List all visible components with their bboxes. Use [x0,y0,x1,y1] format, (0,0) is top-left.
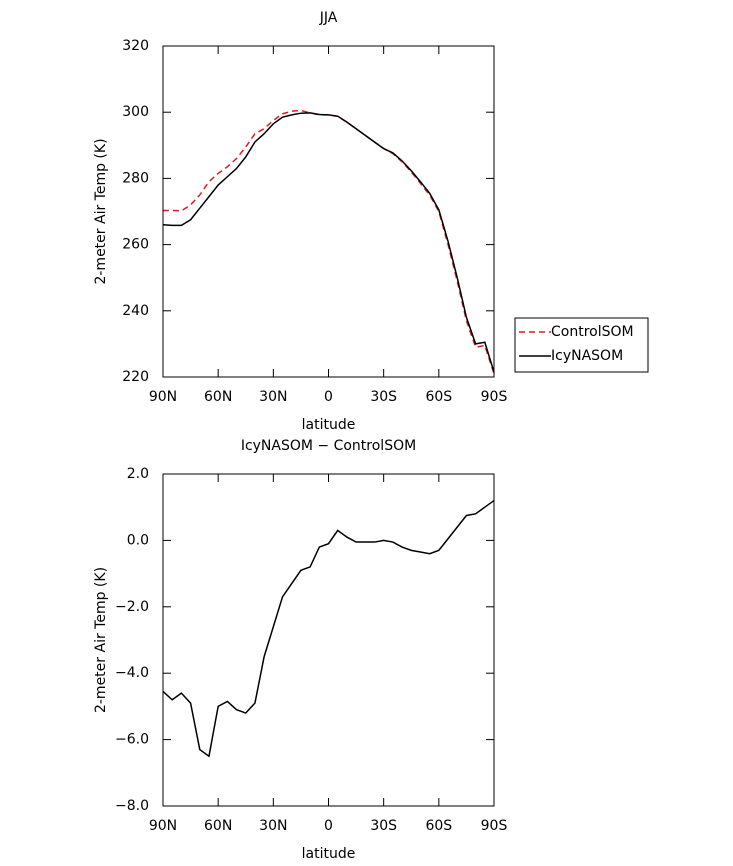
x-tick-label: 90S [481,389,508,405]
x-tick-label: 0 [324,389,333,405]
y-tick-label: 220 [122,369,149,385]
x-tick-label: 0 [324,818,333,834]
legend-label: IcyNASOM [551,348,623,364]
y-tick-label: −2.0 [115,599,149,615]
y-tick-label: −4.0 [115,665,149,681]
y-tick-label: 320 [122,38,149,54]
legend-label: ControlSOM [551,324,634,340]
y-tick-label: 2.0 [127,466,149,482]
x-axis-label: latitude [302,417,356,433]
x-tick-label: 90N [149,818,177,834]
x-tick-label: 60N [204,389,232,405]
y-tick-label: −8.0 [115,798,149,814]
plot-frame [162,473,495,807]
x-tick-label: 90S [481,818,508,834]
x-tick-label: 30S [370,389,397,405]
chart-title: IcyNASOM − ControlSOM [241,438,416,454]
data-line [162,112,495,373]
legend-box [514,317,649,373]
x-tick-label: 90N [149,389,177,405]
data-line [162,499,495,758]
y-tick-label: 280 [122,170,149,186]
chart-title: JJA [319,10,338,26]
y-axis-label: 2-meter Air Temp (K) [93,567,109,713]
y-axis-label: 2-meter Air Temp (K) [93,138,109,284]
x-axis-label: latitude [302,846,356,862]
x-tick-label: 60S [425,389,452,405]
x-tick-label: 60N [204,818,232,834]
y-tick-label: 260 [122,237,149,253]
plot-frame [162,45,495,378]
x-tick-label: 30N [259,389,287,405]
y-tick-label: 300 [122,104,149,120]
y-tick-label: −6.0 [115,732,149,748]
x-tick-label: 30N [259,818,287,834]
data-line [163,109,495,374]
y-tick-label: 240 [122,303,149,319]
x-tick-label: 30S [370,818,397,834]
x-tick-label: 60S [425,818,452,834]
y-tick-label: 0.0 [127,532,149,548]
